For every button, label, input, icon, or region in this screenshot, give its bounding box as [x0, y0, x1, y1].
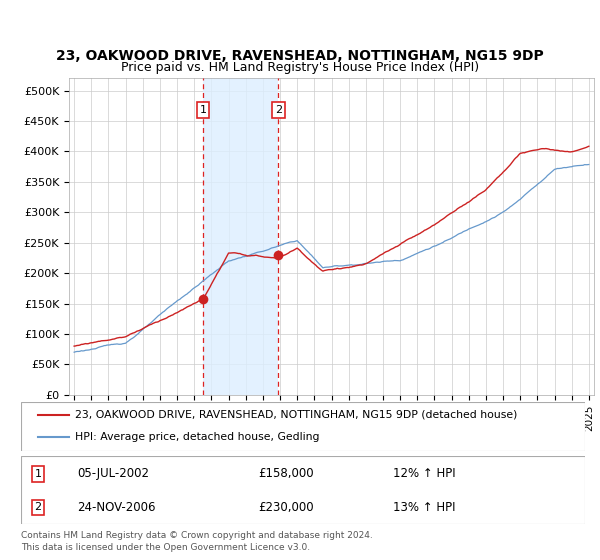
FancyBboxPatch shape [21, 456, 585, 524]
Text: 05-JUL-2002: 05-JUL-2002 [77, 468, 149, 480]
Text: 1: 1 [199, 105, 206, 115]
FancyBboxPatch shape [21, 402, 585, 451]
Text: Contains HM Land Registry data © Crown copyright and database right 2024.
This d: Contains HM Land Registry data © Crown c… [21, 531, 373, 552]
Text: 12% ↑ HPI: 12% ↑ HPI [393, 468, 456, 480]
Text: £158,000: £158,000 [258, 468, 314, 480]
Text: £230,000: £230,000 [258, 501, 314, 514]
Text: 2: 2 [275, 105, 282, 115]
Text: 23, OAKWOOD DRIVE, RAVENSHEAD, NOTTINGHAM, NG15 9DP: 23, OAKWOOD DRIVE, RAVENSHEAD, NOTTINGHA… [56, 49, 544, 63]
Text: 23, OAKWOOD DRIVE, RAVENSHEAD, NOTTINGHAM, NG15 9DP (detached house): 23, OAKWOOD DRIVE, RAVENSHEAD, NOTTINGHA… [74, 410, 517, 420]
Text: Price paid vs. HM Land Registry's House Price Index (HPI): Price paid vs. HM Land Registry's House … [121, 61, 479, 74]
Text: 24-NOV-2006: 24-NOV-2006 [77, 501, 156, 514]
Text: 2: 2 [34, 502, 41, 512]
Bar [203, 78, 278, 395]
Text: 13% ↑ HPI: 13% ↑ HPI [393, 501, 456, 514]
Text: HPI: Average price, detached house, Gedling: HPI: Average price, detached house, Gedl… [74, 432, 319, 442]
Text: 1: 1 [34, 469, 41, 479]
